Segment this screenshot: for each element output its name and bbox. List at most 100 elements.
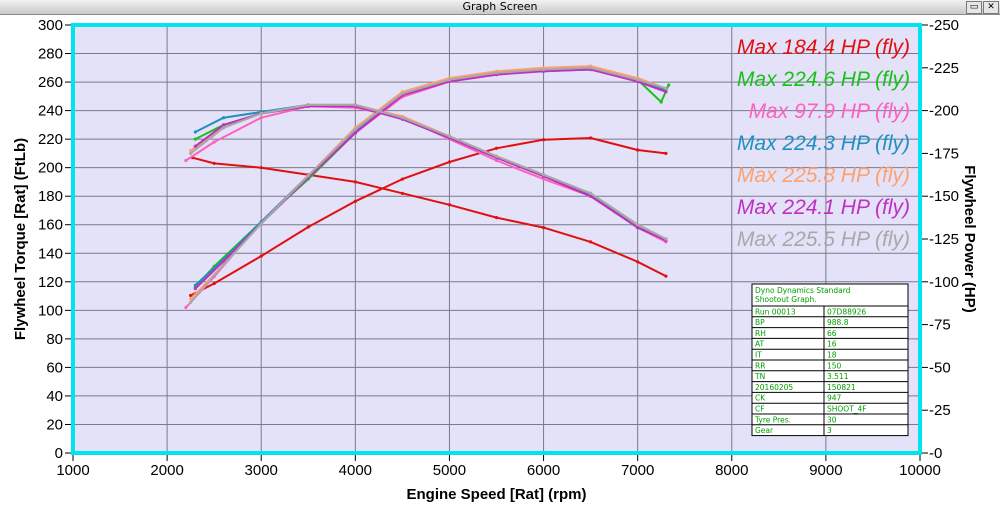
info-box-key: 20160205: [755, 383, 793, 392]
y-axis-right-label: Flywheel Power (HP): [961, 165, 978, 313]
torque-point: [259, 116, 263, 120]
x-tick-label: 5000: [433, 462, 466, 479]
power-point: [659, 100, 663, 104]
power-point: [494, 146, 499, 150]
torque-point: [494, 158, 499, 163]
info-box-value: 18: [827, 351, 837, 360]
legend-entry-5: Max 225.8 HP (fly): [737, 164, 910, 187]
x-axis-label: Engine Speed [Rat] (rpm): [406, 486, 586, 503]
y-left-tick-label: 180: [38, 188, 63, 205]
torque-point: [636, 260, 640, 264]
ticks: 1000 2000 3000 4000 5000 6000 7000 8000 9000 1000…: [38, 17, 959, 479]
y-left-tick-label: 200: [38, 160, 63, 177]
torque-point: [589, 240, 593, 244]
power-point: [353, 199, 357, 203]
y-left-tick-label: 280: [38, 46, 63, 63]
power-point: [636, 148, 640, 152]
power-point: [589, 66, 593, 70]
y-right-tick-label: -50: [929, 359, 951, 376]
y-right-tick-label: -225: [929, 60, 959, 77]
torque-point: [664, 274, 668, 278]
y-left-tick-label: 140: [38, 245, 63, 262]
x-tick-label: 8000: [715, 462, 748, 479]
legend-entry-3: Max 97.9 HP (fly): [749, 100, 910, 123]
power-line-1: [190, 137, 667, 297]
info-box-key: Run 00013: [755, 307, 796, 316]
y-left-tick-label: 80: [46, 331, 63, 348]
info-box-value: 30: [827, 415, 837, 424]
x-tick-label: 6000: [527, 462, 560, 479]
power-point: [221, 259, 226, 263]
torque-point: [664, 237, 668, 241]
info-box-key: AT: [755, 340, 765, 349]
power-point: [184, 305, 188, 310]
info-box-value: 66: [827, 329, 837, 338]
y-left-tick-label: 220: [38, 131, 63, 148]
info-box-value: 07D88926: [827, 307, 866, 316]
torque-point: [193, 144, 197, 148]
torque-point: [353, 103, 357, 107]
power-point: [664, 90, 668, 94]
y-right-tick-label: -125: [929, 231, 959, 248]
torque-point: [306, 103, 310, 107]
info-box-value: 947: [827, 394, 842, 403]
window-title: Graph Screen: [462, 0, 538, 13]
info-box-value: 3.511: [827, 372, 849, 381]
torque-point: [189, 151, 193, 155]
window-titlebar: Graph Screen ▭ ✕: [0, 0, 1000, 15]
info-box-value: 988.8: [827, 318, 849, 327]
y-left-tick-label: 260: [38, 74, 63, 91]
legend-entry-2: Max 224.6 HP (fly): [737, 68, 910, 91]
power-point: [212, 281, 216, 286]
y-left-tick-label: 40: [46, 388, 63, 405]
curves: [184, 64, 671, 310]
legend: Max 184.4 HP (fly) Max 224.6 HP (fly) Max …: [737, 36, 910, 251]
info-box-value: 150821: [827, 383, 856, 392]
y-left-tick-label: 120: [38, 274, 63, 291]
power-point: [353, 127, 357, 132]
power-point: [447, 160, 452, 164]
torque-point: [212, 140, 216, 144]
torque-point: [447, 134, 452, 138]
x-tick-label: 4000: [339, 462, 372, 479]
power-point: [400, 177, 404, 181]
power-point: [306, 174, 310, 178]
torque-point: [636, 223, 640, 227]
info-box-value: 150: [827, 361, 842, 370]
info-box-key: IT: [755, 351, 762, 360]
torque-point: [221, 116, 226, 120]
info-box-value: 16: [827, 340, 837, 349]
power-point: [259, 221, 263, 226]
y-left-tick-label: 100: [38, 302, 63, 319]
torque-point: [541, 177, 546, 181]
minimize-button[interactable]: ▭: [966, 1, 982, 14]
power-point: [447, 78, 452, 82]
power-point: [189, 293, 193, 298]
torque-point: [400, 191, 404, 195]
info-box-key: BP: [755, 318, 765, 327]
torque-point: [221, 126, 226, 130]
torque-point: [494, 216, 499, 220]
info-box-key: CF: [755, 405, 765, 414]
x-tick-label: 2000: [150, 462, 183, 479]
torque-point: [494, 154, 499, 158]
legend-entry-1: Max 184.4 HP (fly): [737, 36, 910, 59]
power-point: [664, 86, 668, 90]
torque-line-1: [192, 156, 667, 277]
dyno-chart: 1000 2000 3000 4000 5000 6000 7000 8000 9000 1000…: [12, 17, 978, 503]
torque-point: [353, 180, 357, 184]
torque-point: [636, 225, 640, 230]
power-point: [664, 151, 668, 155]
close-button[interactable]: ✕: [983, 1, 999, 14]
torque-point: [400, 116, 404, 120]
y-left-tick-label: 160: [38, 217, 63, 234]
legend-entry-6: Max 224.1 HP (fly): [737, 196, 910, 219]
info-box-value: 3: [827, 426, 832, 435]
y-right-tick-label: -0: [929, 445, 942, 462]
legend-entry-4: Max 224.3 HP (fly): [737, 132, 910, 155]
x-tick-label: 9000: [809, 462, 842, 479]
x-tick-label: 10000: [899, 462, 941, 479]
power-point: [259, 254, 263, 258]
power-point: [541, 67, 546, 72]
power-point: [353, 131, 357, 135]
